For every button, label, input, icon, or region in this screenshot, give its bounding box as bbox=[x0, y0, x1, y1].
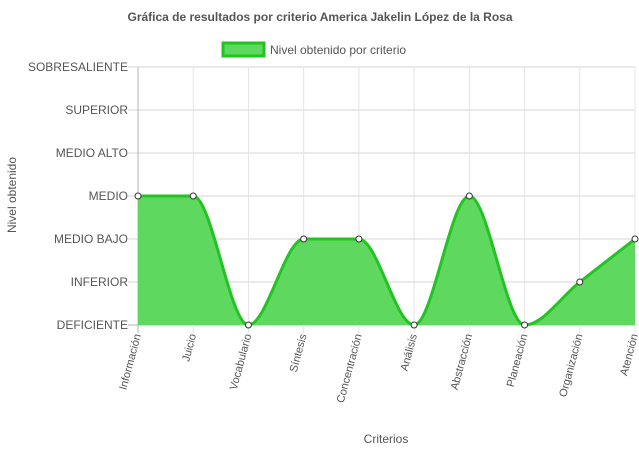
x-tick-label: Análisis bbox=[399, 332, 421, 372]
legend[interactable]: Nivel obtenido por criterio bbox=[221, 41, 406, 58]
y-tick-label: INFERIOR bbox=[71, 275, 129, 289]
y-tick-label: DEFICIENTE bbox=[57, 318, 128, 332]
data-point-7[interactable] bbox=[465, 192, 473, 200]
data-points bbox=[134, 192, 639, 329]
x-axis-title: Criterios bbox=[364, 432, 409, 446]
x-tick-label: Organización bbox=[557, 333, 585, 399]
data-point-2[interactable] bbox=[189, 192, 197, 200]
data-point-4[interactable] bbox=[300, 235, 308, 243]
y-tick-label: MEDIO ALTO bbox=[56, 146, 128, 160]
x-tick-label: Vocabulario bbox=[228, 333, 254, 392]
legend-swatch[interactable] bbox=[221, 41, 266, 58]
x-tick-label: Atención bbox=[618, 333, 639, 377]
data-point-8[interactable] bbox=[521, 321, 529, 329]
data-point-3[interactable] bbox=[244, 321, 252, 329]
y-tick-label: MEDIO bbox=[89, 189, 128, 203]
series-line bbox=[138, 194, 636, 327]
data-point-1[interactable] bbox=[134, 192, 142, 200]
x-tick-label: Información bbox=[117, 333, 143, 392]
y-axis-ticks: DEFICIENTE INFERIOR MEDIO BAJO MEDIO MEDIO A… bbox=[28, 60, 128, 332]
data-point-5[interactable] bbox=[355, 235, 363, 243]
x-tick-label: Juicio bbox=[180, 333, 199, 363]
legend-label[interactable]: Nivel obtenido por criterio bbox=[270, 43, 406, 57]
y-axis-title: Nivel obtenido bbox=[5, 157, 19, 233]
x-tick-label: Síntesis bbox=[288, 332, 310, 373]
x-tick-label: Concentración bbox=[335, 333, 365, 405]
data-point-10[interactable] bbox=[631, 235, 639, 243]
y-tick-label: MEDIO BAJO bbox=[54, 232, 128, 246]
y-tick-label: SOBRESALIENTE bbox=[28, 60, 128, 74]
x-tick-label: Abstracción bbox=[449, 333, 475, 392]
data-point-6[interactable] bbox=[410, 321, 418, 329]
data-point-9[interactable] bbox=[576, 278, 584, 286]
y-tick-label: SUPERIOR bbox=[65, 103, 128, 117]
series-fill bbox=[138, 196, 635, 325]
series-area bbox=[138, 194, 636, 327]
x-tick-label: Planeación bbox=[505, 333, 531, 389]
chart-title: Gráfica de resultados por criterio Ameri… bbox=[127, 10, 512, 24]
x-axis-ticks: Información Juicio Vocabulario Síntesis Conc… bbox=[117, 332, 639, 404]
